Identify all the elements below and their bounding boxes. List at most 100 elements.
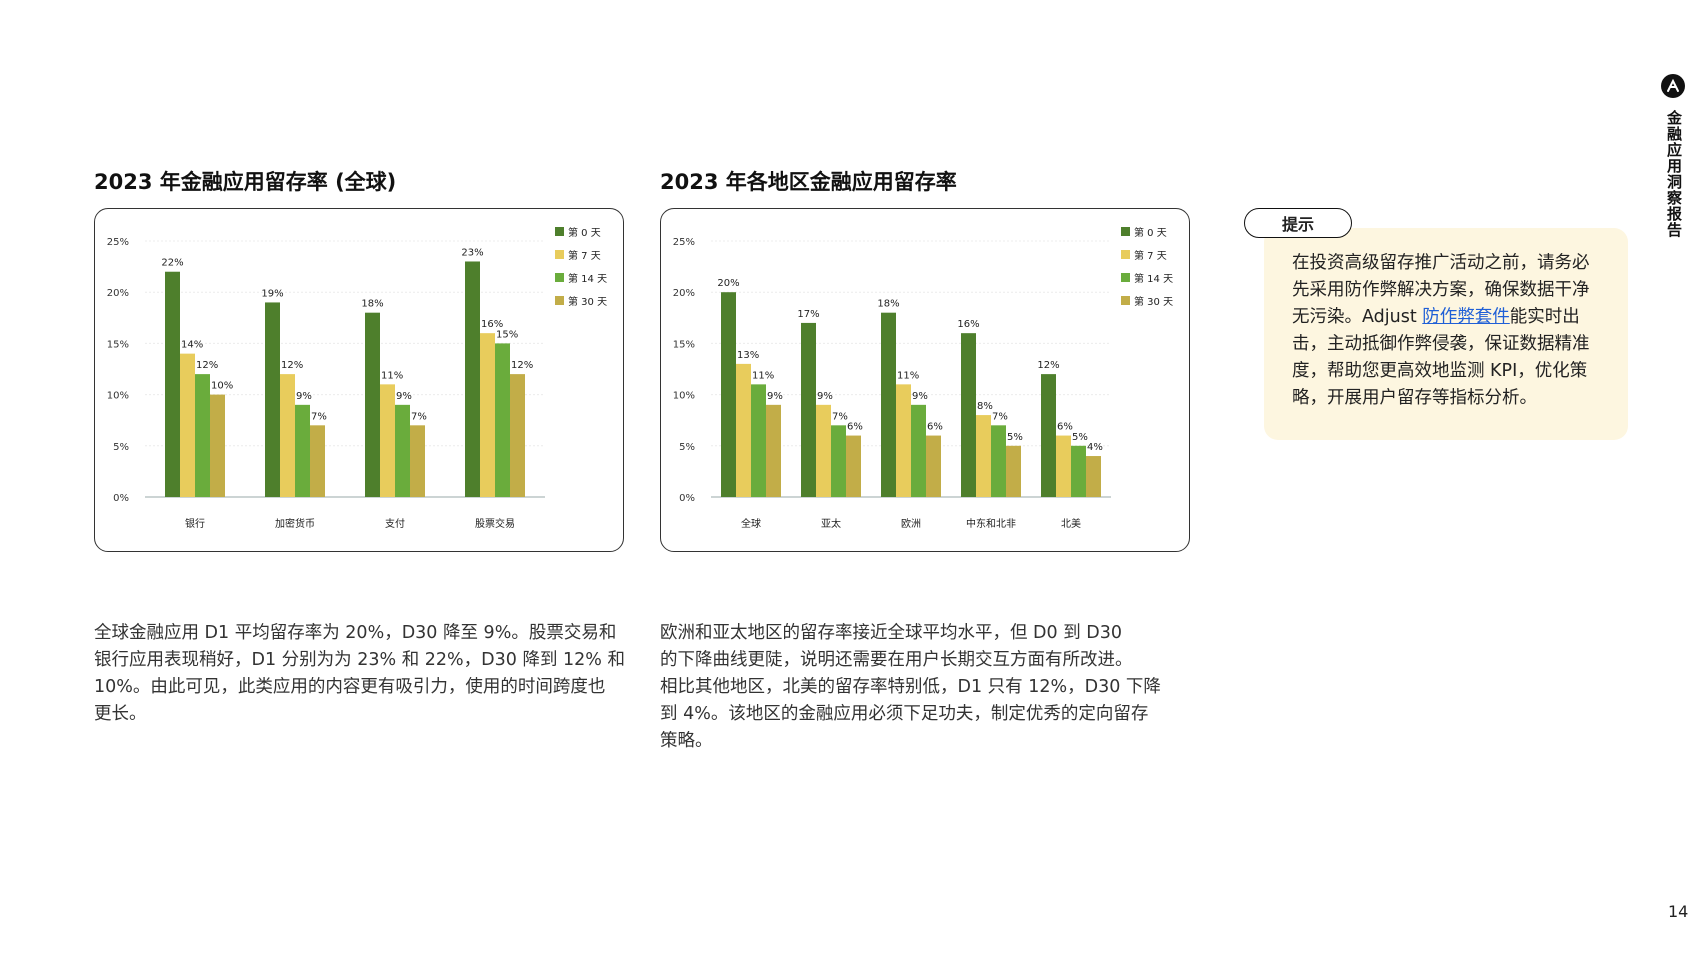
right-paragraph-line: 策略。: [660, 731, 713, 751]
regional-chart-bar: [961, 333, 976, 497]
regional-chart-bar: [896, 384, 911, 497]
regional-chart-data-label: 5%: [1072, 432, 1088, 443]
regional-chart-data-label: 17%: [797, 309, 819, 320]
regional-chart-legend-label: 第 14 天: [1134, 272, 1173, 285]
chart-regional-retention: 0% 5% 10% 15% 20% 25% 20% 13% 11% 9% 全球 17% 9% 7% 6% 亚太…: [660, 208, 1190, 552]
left-paragraph-line: 10%。由此可见，此类应用的内容更有吸引力，使用的时间跨度也: [94, 677, 606, 697]
right-paragraph: 欧洲和亚太地区的留存率接近全球平均水平，但 D0 到 D30 的下降曲线更陡，说…: [660, 620, 1200, 755]
chart-regional-svg: 0%5%10%15%20%25%20%13%11%9%全球17%9%7%6%亚太…: [673, 226, 1173, 530]
global-chart-legend-swatch: [555, 296, 564, 305]
regional-chart-bar: [911, 404, 926, 497]
regional-chart-data-label: 11%: [897, 370, 919, 381]
regional-chart-y-tick-label: 25%: [673, 237, 695, 248]
regional-chart-legend-swatch: [1121, 250, 1130, 259]
regional-chart-data-label: 7%: [992, 411, 1008, 422]
global-chart-y-tick-label: 25%: [107, 237, 129, 248]
chart-title-regional: 2023 年各地区金融应用留存率: [660, 170, 957, 194]
regional-chart-y-tick-label: 20%: [673, 288, 695, 299]
regional-chart-bar: [831, 425, 846, 497]
global-chart-legend-label: 第 7 天: [568, 249, 601, 262]
regional-chart-data-label: 9%: [817, 391, 833, 402]
global-chart-legend-swatch: [555, 227, 564, 236]
regional-chart-data-label: 9%: [767, 391, 783, 402]
global-chart-bar: [265, 302, 280, 497]
regional-chart-bar: [766, 404, 781, 497]
global-chart-bar: [195, 374, 210, 497]
global-chart-bar: [410, 425, 425, 497]
global-chart-data-label: 22%: [161, 258, 183, 269]
regional-chart-data-label: 6%: [1057, 422, 1073, 433]
global-chart-data-label: 12%: [196, 360, 218, 371]
regional-chart-data-label: 5%: [1007, 432, 1023, 443]
tip-text-2: 能实时出击，主动抵御作弊侵袭，保证数据精准度，帮助您更高效地监测 KPI，优化策…: [1292, 307, 1590, 408]
right-paragraph-line: 的下降曲线更陡，说明还需要在用户长期交互方面有所改进。: [660, 650, 1133, 670]
global-chart-bar: [480, 333, 495, 497]
regional-chart-y-tick-label: 15%: [673, 339, 695, 350]
global-chart-bar: [380, 384, 395, 497]
report-title-vertical: 金融应用洞察报告: [1665, 110, 1683, 238]
global-chart-x-tick-label: 支付: [385, 517, 405, 530]
global-chart-bar: [495, 343, 510, 497]
tip-text-1: 在投资高级留存推广活动之前，请务必先采用防作弊解决方案，确保数据干净无污染。Ad…: [1292, 253, 1590, 327]
chart-title-global: 2023 年金融应用留存率 (全球): [94, 170, 397, 194]
global-chart-data-label: 16%: [481, 319, 503, 330]
regional-chart-x-tick-label: 北美: [1061, 517, 1081, 530]
regional-chart-data-label: 18%: [877, 299, 899, 310]
regional-chart-legend-label: 第 30 天: [1134, 295, 1173, 308]
global-chart-bar: [395, 404, 410, 497]
global-chart-legend-swatch: [555, 250, 564, 259]
global-chart-bar: [465, 261, 480, 497]
global-chart-data-label: 18%: [361, 299, 383, 310]
regional-chart-bar: [1056, 435, 1071, 497]
regional-chart-data-label: 6%: [927, 422, 943, 433]
global-chart-y-tick-label: 15%: [107, 339, 129, 350]
global-chart-bar: [295, 404, 310, 497]
left-paragraph-line: 银行应用表现稍好，D1 分别为为 23% 和 22%，D30 降到 12% 和: [94, 650, 625, 670]
global-chart-x-tick-label: 加密货币: [275, 517, 315, 530]
adjust-logo-icon: [1661, 74, 1685, 98]
right-paragraph-line: 到 4%。该地区的金融应用必须下足功夫，制定优秀的定向留存: [660, 704, 1149, 724]
regional-chart-bar: [721, 292, 736, 497]
regional-chart-legend-swatch: [1121, 227, 1130, 236]
global-chart-data-label: 12%: [281, 360, 303, 371]
global-chart-bar: [510, 374, 525, 497]
global-chart-bar: [180, 353, 195, 497]
chart-global-svg: 0% 5% 10% 15% 20% 25% 22% 14% 12% 10% 银行 19% 12% 9% 7%…: [107, 226, 607, 530]
global-chart-y-tick-label: 0%: [113, 493, 129, 504]
regional-chart-data-label: 4%: [1087, 442, 1103, 453]
global-chart-data-label: 7%: [311, 411, 327, 422]
global-chart-data-label: 10%: [211, 381, 233, 392]
regional-chart-bar: [1086, 456, 1101, 497]
regional-chart-legend-swatch: [1121, 296, 1130, 305]
regional-chart-y-tick-label: 10%: [673, 391, 695, 402]
regional-chart-data-label: 16%: [957, 319, 979, 330]
global-chart-bar: [165, 271, 180, 497]
regional-chart-bar: [751, 384, 766, 497]
regional-chart-bar: [881, 312, 896, 497]
adjust-logo-mark: [1667, 78, 1679, 92]
chart-global-retention: 0% 5% 10% 15% 20% 25% 22% 14% 12% 10% 银行 19% 12% 9% 7%…: [94, 208, 624, 552]
regional-chart-bar: [1041, 374, 1056, 497]
global-chart-data-label: 12%: [511, 360, 533, 371]
regional-chart-bar: [1071, 445, 1086, 497]
regional-chart-data-label: 8%: [977, 401, 993, 412]
global-chart-legend-label: 第 14 天: [568, 272, 607, 285]
regional-chart-bar: [846, 435, 861, 497]
right-paragraph-line: 欧洲和亚太地区的留存率接近全球平均水平，但 D0 到 D30: [660, 623, 1123, 643]
regional-chart-y-tick-label: 5%: [679, 442, 695, 453]
global-chart-data-label: 11%: [381, 370, 403, 381]
global-chart-x-tick-label: 股票交易: [475, 517, 515, 530]
regional-chart-data-label: 11%: [752, 370, 774, 381]
global-chart-legend-label: 第 30 天: [568, 295, 607, 308]
tip-box: 在投资高级留存推广活动之前，请务必先采用防作弊解决方案，确保数据干净无污染。Ad…: [1264, 228, 1628, 440]
global-chart-data-label: 14%: [181, 340, 203, 351]
global-chart-data-label: 9%: [396, 391, 412, 402]
page-number: 14: [1668, 902, 1689, 921]
global-chart-data-label: 15%: [496, 329, 518, 340]
regional-chart-data-label: 13%: [737, 350, 759, 361]
anti-fraud-suite-link[interactable]: 防作弊套件: [1422, 307, 1510, 327]
global-chart-bar: [310, 425, 325, 497]
regional-chart-bar: [801, 322, 816, 497]
global-chart-y-tick-label: 5%: [113, 442, 129, 453]
regional-chart-data-label: 6%: [847, 422, 863, 433]
